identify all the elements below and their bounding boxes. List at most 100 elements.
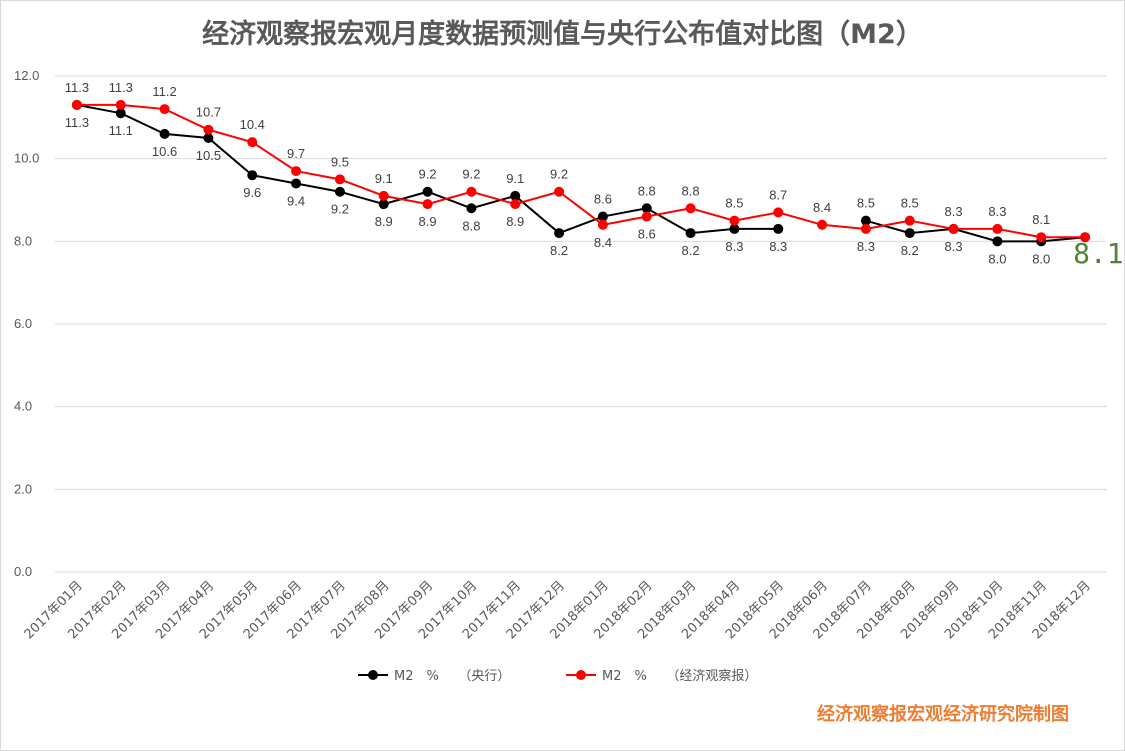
y-tick-label: 6.0 bbox=[14, 316, 32, 331]
data-point bbox=[115, 99, 126, 110]
legend-marker bbox=[576, 670, 586, 680]
data-label: 11.2 bbox=[152, 84, 176, 99]
data-label: 8.6 bbox=[638, 227, 656, 242]
data-point bbox=[291, 178, 302, 189]
data-point bbox=[510, 190, 521, 201]
data-point bbox=[641, 211, 652, 222]
data-label: 8.3 bbox=[725, 239, 743, 254]
data-label: 10.4 bbox=[240, 117, 265, 132]
data-label: 11.1 bbox=[109, 123, 133, 138]
data-label: 8.8 bbox=[682, 183, 700, 198]
data-point bbox=[597, 211, 608, 222]
data-label: 8.3 bbox=[769, 239, 787, 254]
data-label: 9.6 bbox=[243, 185, 261, 200]
data-label: 8.6 bbox=[594, 192, 612, 207]
data-label: 8.3 bbox=[945, 204, 963, 219]
data-label: 8.8 bbox=[638, 183, 656, 198]
data-label: 8.0 bbox=[1032, 251, 1050, 266]
data-label: 9.2 bbox=[462, 167, 480, 182]
legend-label: M2 % （央行） bbox=[394, 669, 510, 684]
data-point bbox=[860, 215, 871, 226]
data-label: 8.9 bbox=[506, 214, 524, 229]
data-point bbox=[1080, 232, 1091, 243]
data-point bbox=[203, 124, 214, 135]
data-label: 8.7 bbox=[769, 187, 787, 202]
data-label: 9.4 bbox=[287, 193, 305, 208]
data-point bbox=[554, 186, 565, 197]
data-point bbox=[904, 215, 915, 226]
data-point bbox=[510, 199, 521, 210]
data-point bbox=[334, 174, 345, 185]
data-label: 11.3 bbox=[109, 80, 133, 95]
series-line bbox=[76, 103, 1086, 239]
final-value-annotation: 8.1 bbox=[1073, 237, 1124, 270]
data-label: 8.9 bbox=[419, 214, 437, 229]
data-label: 9.5 bbox=[331, 154, 349, 169]
data-point bbox=[685, 228, 696, 239]
series-line bbox=[865, 219, 1086, 243]
data-point bbox=[860, 223, 871, 234]
chart-title: 经济观察报宏观月度数据预测值与央行公布值对比图（M2） bbox=[202, 19, 923, 50]
data-point bbox=[466, 186, 477, 197]
data-point bbox=[422, 199, 433, 210]
data-point bbox=[291, 166, 302, 177]
data-point bbox=[115, 108, 126, 119]
data-label: 8.5 bbox=[857, 196, 875, 211]
data-point bbox=[159, 128, 170, 139]
data-label: 8.5 bbox=[901, 196, 919, 211]
data-label: 8.2 bbox=[550, 243, 568, 258]
data-point bbox=[71, 99, 82, 110]
data-label: 9.7 bbox=[287, 146, 305, 161]
data-label: 11.3 bbox=[65, 80, 89, 95]
data-label: 8.1 bbox=[1032, 212, 1050, 227]
data-point bbox=[729, 215, 740, 226]
data-label: 9.2 bbox=[550, 167, 568, 182]
data-point bbox=[992, 236, 1003, 247]
data-point bbox=[422, 186, 433, 197]
data-point bbox=[1036, 232, 1047, 243]
data-label: 10.6 bbox=[152, 144, 177, 159]
data-label: 9.1 bbox=[375, 171, 393, 186]
data-point bbox=[992, 223, 1003, 234]
legend-label: M2 % （经济观察报） bbox=[602, 669, 757, 684]
data-point bbox=[554, 228, 565, 239]
y-tick-label: 12.0 bbox=[14, 68, 39, 83]
data-point bbox=[948, 223, 959, 234]
data-point bbox=[247, 137, 258, 148]
data-point bbox=[334, 186, 345, 197]
data-label: 8.3 bbox=[988, 204, 1006, 219]
data-label: 10.5 bbox=[196, 148, 221, 163]
data-point bbox=[247, 170, 258, 181]
data-point bbox=[773, 207, 784, 218]
data-point bbox=[378, 190, 389, 201]
data-point bbox=[773, 223, 784, 234]
data-label: 10.7 bbox=[196, 105, 221, 120]
data-point bbox=[729, 223, 740, 234]
data-label: 8.5 bbox=[725, 196, 743, 211]
data-label: 8.2 bbox=[682, 243, 700, 258]
y-tick-label: 0.0 bbox=[14, 564, 32, 579]
data-label: 8.4 bbox=[594, 235, 612, 250]
data-point bbox=[203, 133, 214, 143]
data-label: 8.3 bbox=[857, 239, 875, 254]
data-point bbox=[597, 219, 608, 230]
data-label: 9.2 bbox=[419, 167, 437, 182]
data-point bbox=[685, 203, 696, 214]
data-label: 8.0 bbox=[988, 251, 1006, 266]
data-label: 11.3 bbox=[65, 115, 89, 130]
data-point bbox=[159, 104, 170, 115]
data-point bbox=[641, 203, 652, 214]
data-label: 8.8 bbox=[462, 218, 480, 233]
legend-marker bbox=[368, 670, 378, 680]
y-tick-label: 10.0 bbox=[14, 151, 39, 166]
y-tick-label: 4.0 bbox=[14, 399, 32, 414]
data-label: 8.9 bbox=[375, 214, 393, 229]
y-tick-label: 8.0 bbox=[14, 233, 32, 248]
data-point bbox=[817, 219, 828, 230]
data-label: 9.1 bbox=[506, 171, 524, 186]
chart-credit: 经济观察报宏观经济研究院制图 bbox=[817, 704, 1069, 725]
data-label: 8.4 bbox=[813, 200, 831, 215]
y-tick-label: 2.0 bbox=[14, 481, 32, 496]
